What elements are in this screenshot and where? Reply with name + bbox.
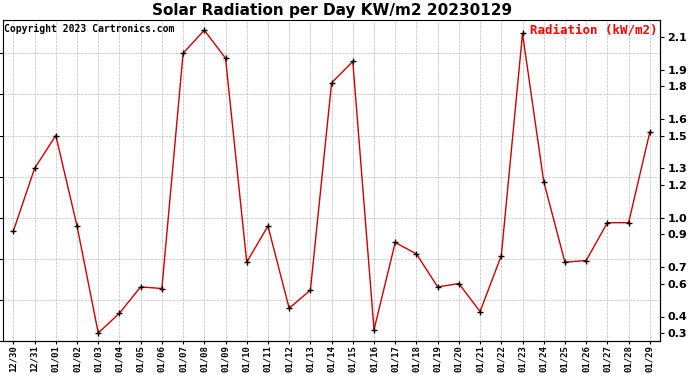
Title: Solar Radiation per Day KW/m2 20230129: Solar Radiation per Day KW/m2 20230129 <box>152 3 512 18</box>
Text: Radiation (kW/m2): Radiation (kW/m2) <box>530 24 657 36</box>
Text: Copyright 2023 Cartronics.com: Copyright 2023 Cartronics.com <box>4 24 175 34</box>
